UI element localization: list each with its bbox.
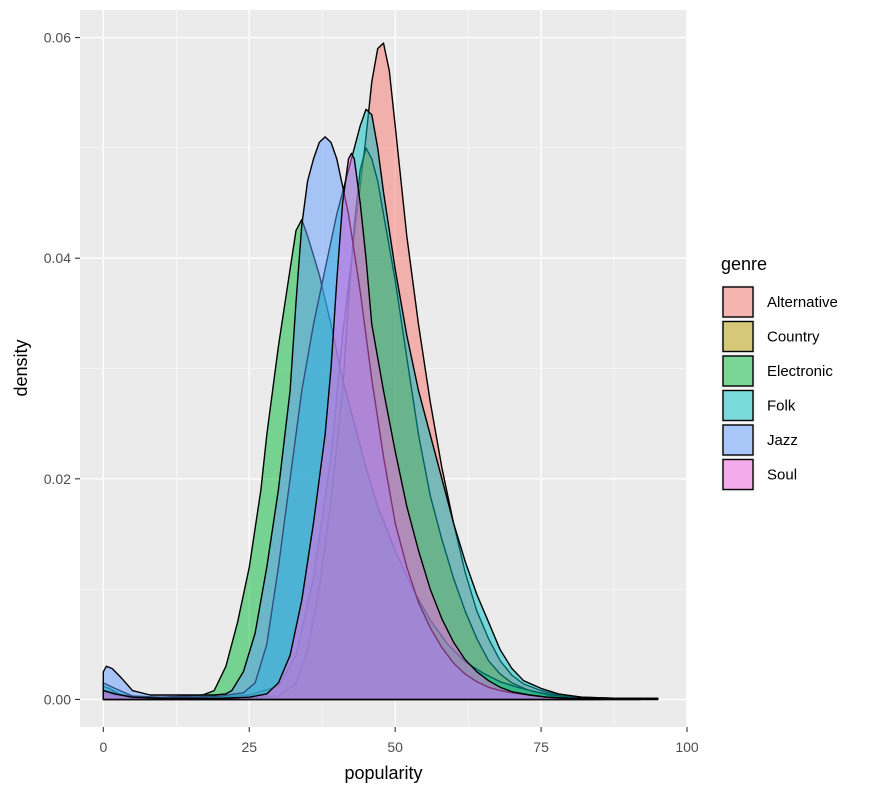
legend-label-country: Country [767,329,820,346]
y-tick-label: 0.06 [44,30,71,46]
x-tick-label: 100 [675,739,699,755]
y-axis-tick-labels: 0.00 0.02 0.04 0.06 [44,30,71,708]
legend-key-alternative [722,286,754,318]
x-tick-label: 75 [533,739,549,755]
x-tick-label: 50 [387,739,403,755]
legend-key-soul [722,458,754,491]
legend-key-folk [722,389,754,422]
y-tick-label: 0.04 [44,250,71,266]
legend-title: genre [721,254,767,274]
y-axis-title: density [11,339,31,396]
legend-key-electronic [722,355,754,387]
legend-label-jazz: Jazz [767,432,798,449]
legend-label-alternative: Alternative [767,294,838,311]
x-tick-label: 25 [241,739,257,755]
axis-ticks [75,37,688,732]
legend-label-folk: Folk [767,398,796,415]
y-tick-label: 0.00 [44,691,71,707]
legend-key-jazz [722,424,754,456]
density-areas [102,42,659,701]
legend-label-soul: Soul [767,467,797,484]
legend-label-electronic: Electronic [767,363,833,380]
x-axis-title: popularity [344,763,422,783]
x-tick-label: 0 [99,739,107,755]
x-axis-tick-labels: 0 25 50 75 100 [99,739,698,755]
legend: genre Alternative Country Electronic Folk Ja… [721,254,838,492]
y-tick-label: 0.02 [44,471,71,487]
legend-key-country [722,320,754,353]
density-area-soul [102,152,601,701]
